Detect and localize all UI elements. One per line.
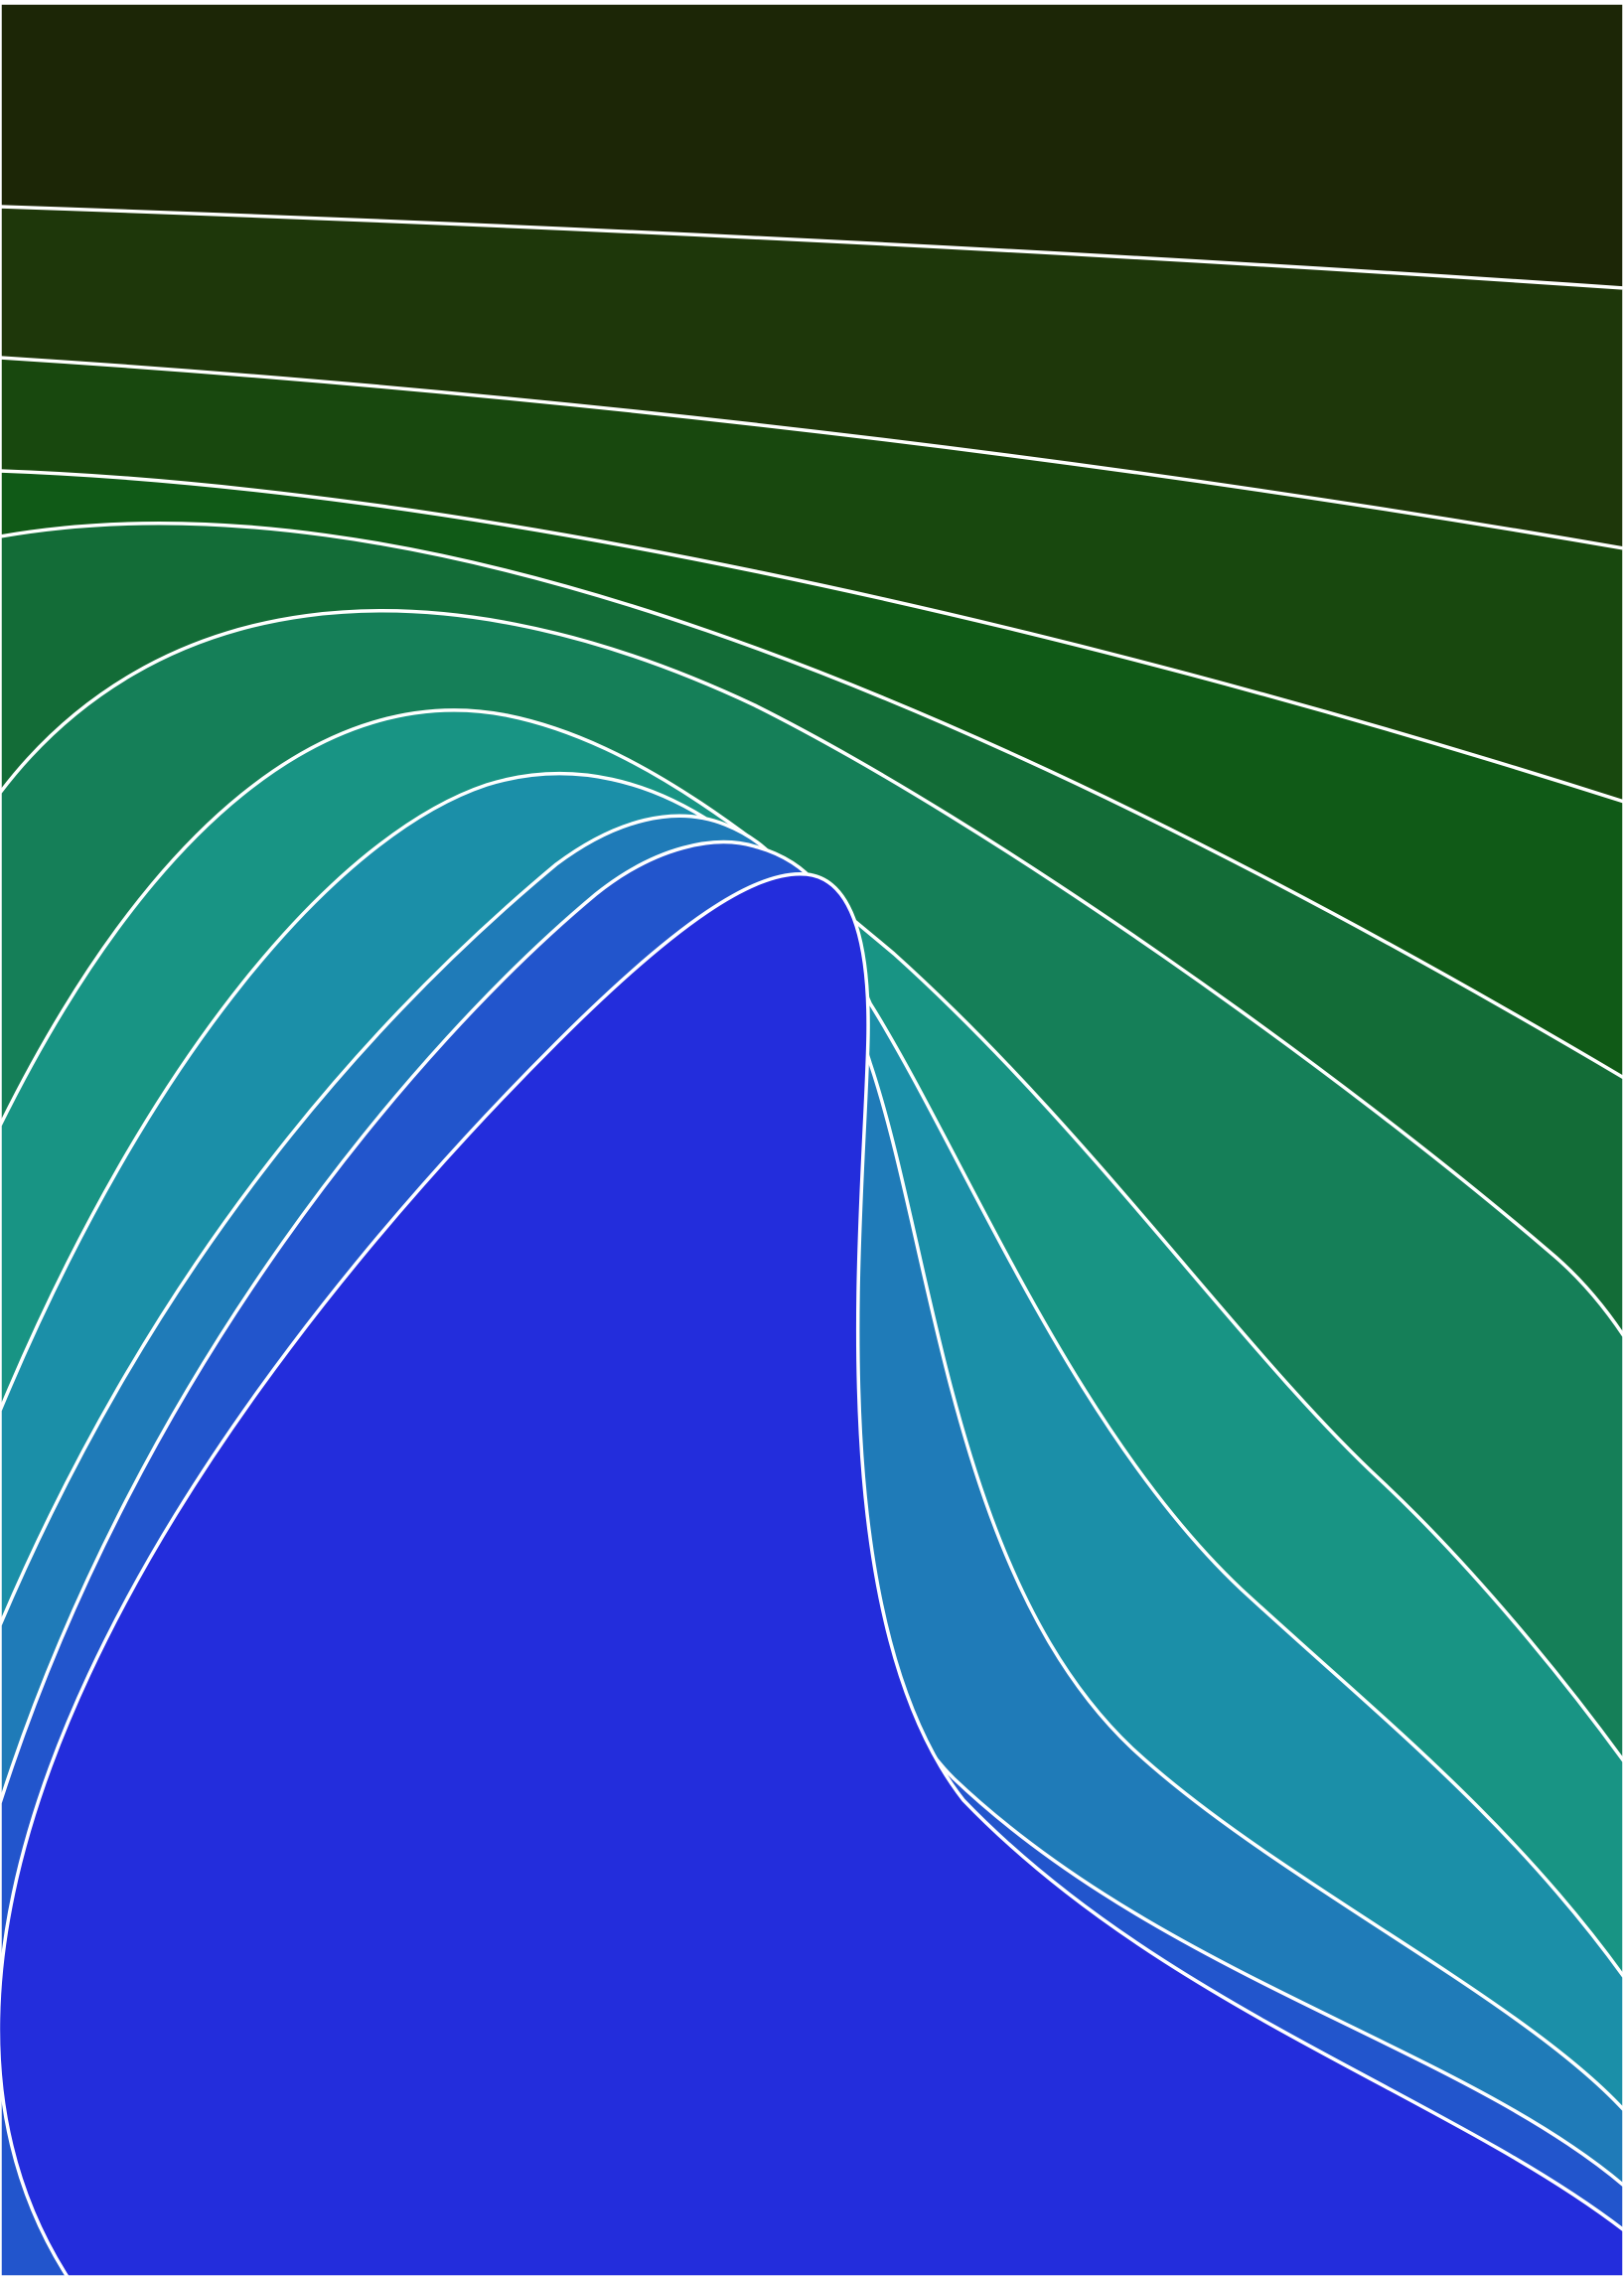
contour-band-11: [0, 871, 1624, 2279]
